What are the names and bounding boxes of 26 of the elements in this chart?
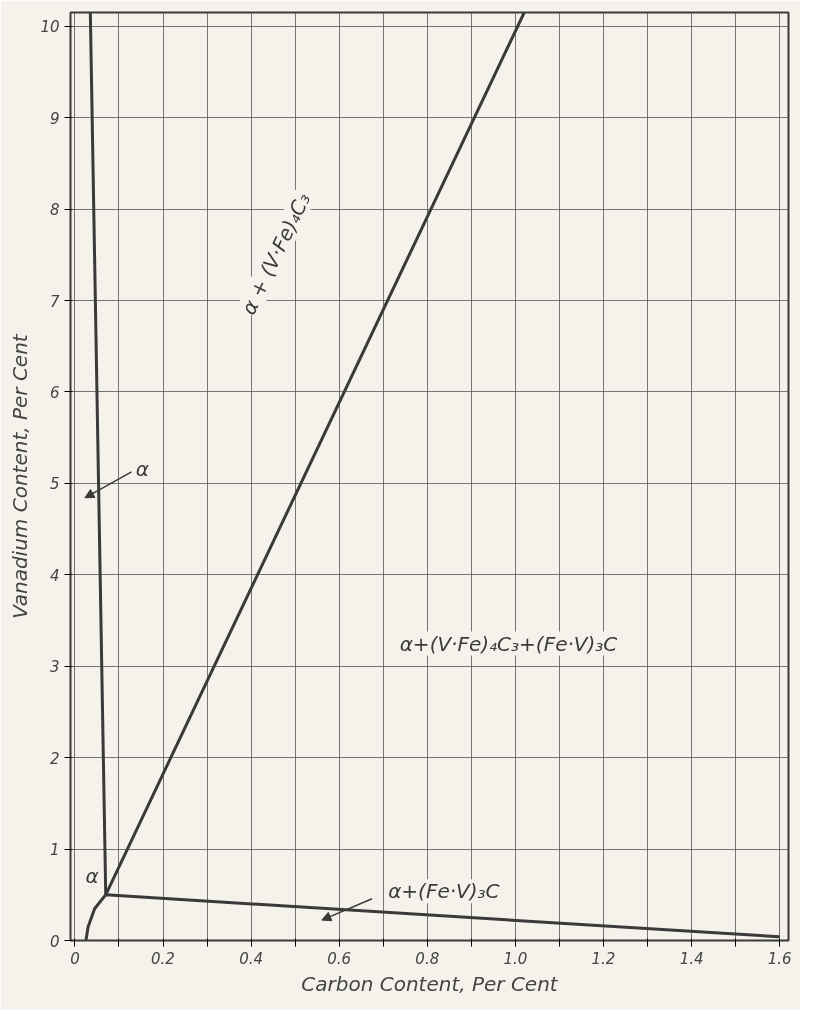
annotation: α (135, 457, 149, 482)
annotation: α (85, 863, 99, 888)
x-tick-label: 0.2 (151, 949, 175, 968)
y-tick-label: 0 (49, 932, 60, 951)
x-tick-label: 1.4 (679, 949, 704, 968)
y-tick-label: 3 (49, 658, 60, 677)
x-axis-title: Carbon Content, Per Cent (301, 971, 559, 996)
y-tick-label: 4 (49, 566, 60, 585)
y-tick-label: 9 (49, 109, 60, 128)
annotation: α+(Fe·V)₃C (388, 879, 500, 904)
y-axis-title: Vanadium Content, Per Cent (8, 333, 33, 619)
x-tick-label: 0.6 (327, 949, 352, 968)
y-tick-label: 8 (49, 201, 60, 220)
y-tick-label: 2 (49, 749, 60, 768)
x-tick-label: 1.0 (503, 949, 528, 968)
y-tick-label: 7 (49, 292, 60, 311)
x-tick-label: 0 (70, 949, 80, 968)
x-tick-label: 0.8 (415, 949, 440, 968)
y-tick-label: 1 (49, 841, 60, 860)
x-tick-label: 1.6 (767, 949, 792, 968)
y-tick-label: 10 (40, 18, 60, 37)
annotation: α+(V·Fe)₄C₃+(Fe·V)₃C (399, 631, 618, 656)
x-tick-label: 1.2 (591, 949, 616, 968)
y-tick-label: 6 (49, 383, 60, 402)
x-tick-label: 0.4 (239, 949, 264, 968)
y-tick-label: 5 (49, 475, 60, 494)
